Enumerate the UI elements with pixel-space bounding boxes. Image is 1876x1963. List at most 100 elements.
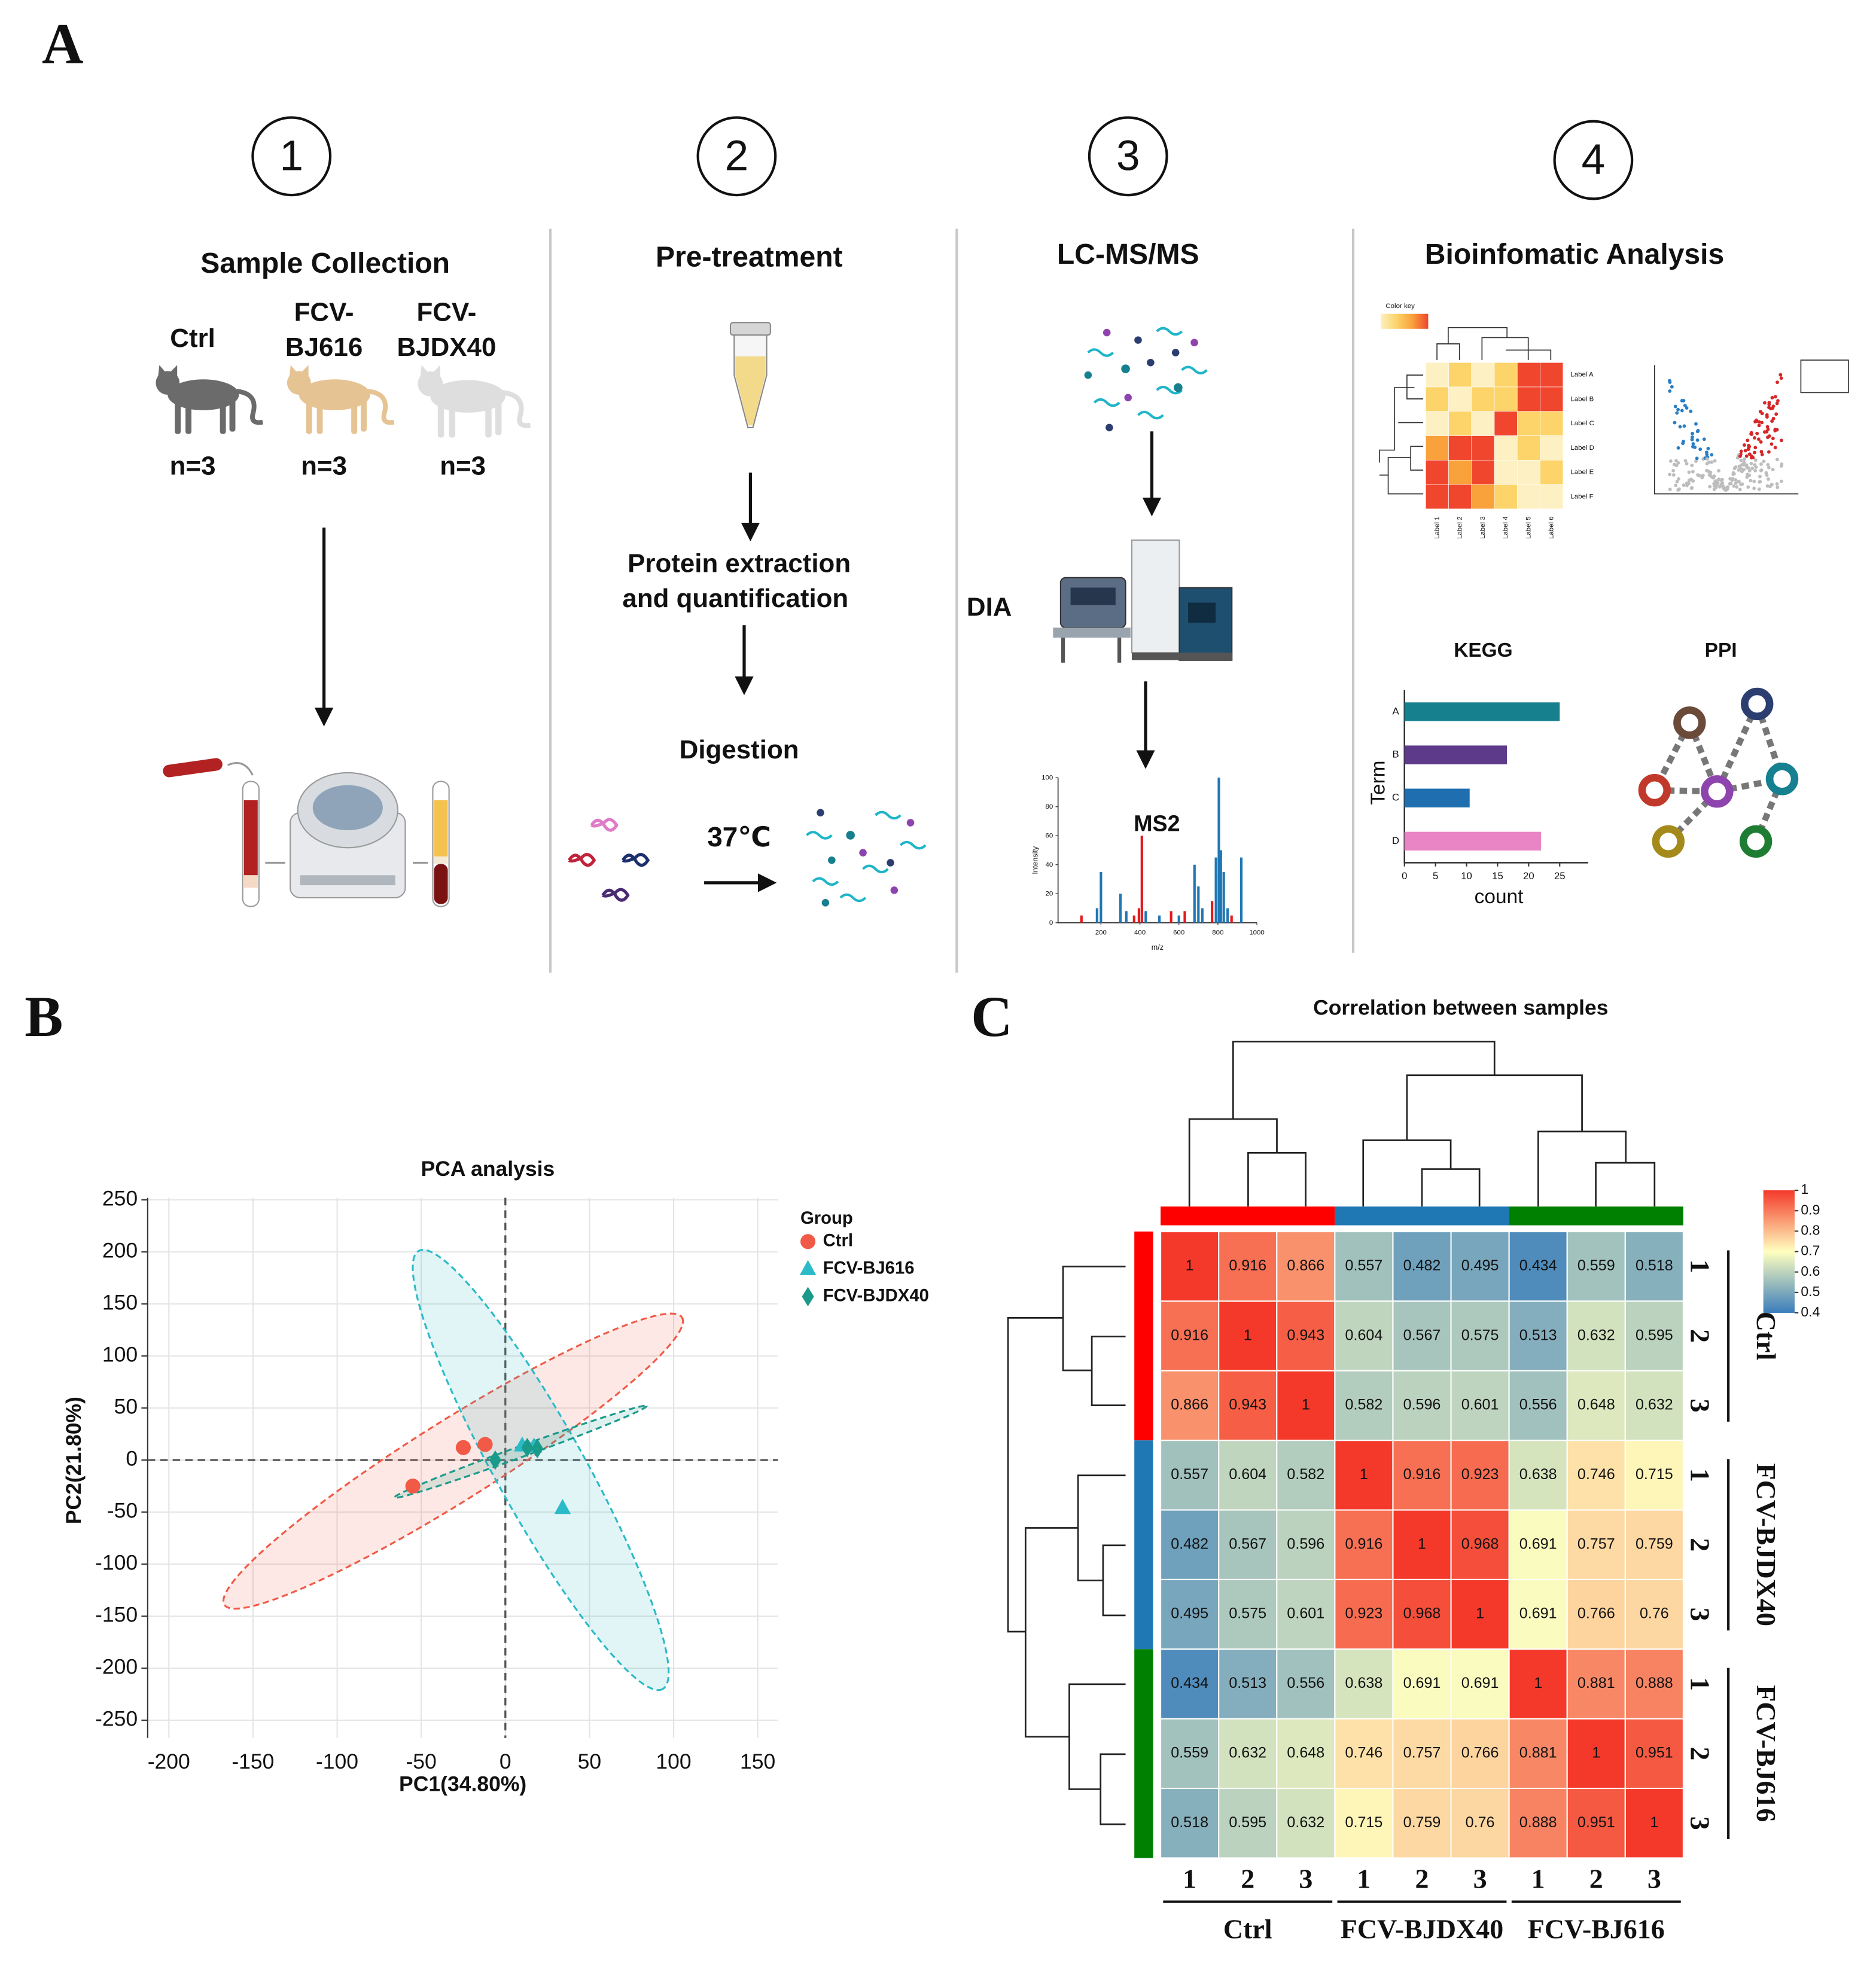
heat-cell: [1218, 1718, 1278, 1790]
heatmap-icon-dendrogram: [1379, 327, 1552, 495]
row-group-bar: [1134, 1649, 1153, 1858]
heat-cell: [1566, 1648, 1626, 1720]
icon-heat-cell: [1494, 459, 1518, 485]
volcano-point: [1714, 479, 1718, 483]
protein-icons: [568, 818, 650, 902]
x-axis-label: PC1(34.80%): [399, 1772, 526, 1796]
icon-heat-cell: [1448, 362, 1472, 388]
panel-label: A: [42, 12, 83, 76]
x-tick-label: 800: [1212, 929, 1223, 937]
cell-label: 0.923: [1461, 1466, 1499, 1483]
heat-cell: [1624, 1787, 1684, 1859]
volcano-point: [1749, 462, 1753, 466]
heat-cell: [1450, 1509, 1510, 1580]
volcano-point: [1712, 487, 1716, 492]
column-label: 1: [1357, 1864, 1371, 1894]
volcano-point: [1758, 480, 1762, 484]
legend-title: Group: [800, 1209, 853, 1228]
icon-heat-cell: [1540, 459, 1564, 485]
cell-label: 0.757: [1403, 1744, 1441, 1761]
heat-cell: [1624, 1370, 1684, 1441]
cell-label: 0.632: [1636, 1397, 1673, 1413]
volcano-point: [1735, 456, 1740, 460]
y-tick-label: A: [1393, 705, 1400, 717]
cell-label: 0.434: [1519, 1257, 1557, 1274]
y-tick-label: 40: [1046, 861, 1053, 868]
icon-heat-cell: [1540, 435, 1564, 461]
heat-cell: [1508, 1440, 1568, 1511]
volcano-point: [1728, 477, 1732, 481]
volcano-point: [1732, 484, 1736, 488]
cell-label: 0.881: [1577, 1675, 1615, 1691]
volcano-point: [1691, 479, 1695, 483]
confidence-ellipse: [412, 1249, 670, 1691]
peptide-icons: [806, 327, 1208, 907]
volcano-point: [1735, 485, 1739, 489]
volcano-point: [1758, 410, 1762, 414]
cell-label: 0.596: [1287, 1535, 1324, 1552]
volcano-point: [1749, 478, 1753, 483]
icon-heat-cell: [1540, 411, 1564, 436]
x-tick-label: -100: [316, 1749, 358, 1773]
sample-count: n=3: [301, 451, 347, 480]
volcano-points: [1667, 373, 1784, 492]
cell-label: 1: [1476, 1605, 1484, 1622]
row-label: 2: [1685, 1538, 1715, 1551]
cell-label: 0.518: [1636, 1257, 1673, 1274]
cell-label: 0.648: [1577, 1397, 1615, 1413]
cell-label: 0.881: [1519, 1744, 1557, 1761]
icon-heat-cell: [1516, 362, 1540, 388]
heat-cell: [1508, 1787, 1568, 1859]
heat-cell: [1276, 1370, 1336, 1441]
color-key: [1381, 313, 1429, 329]
heat-cell: [1160, 1578, 1220, 1650]
heat-cell: [1276, 1440, 1336, 1511]
x-tick-label: 0: [500, 1749, 511, 1773]
volcano-point: [1687, 470, 1691, 474]
cell-label: 0.595: [1229, 1814, 1266, 1831]
bar: [1404, 702, 1560, 721]
volcano-point: [1668, 459, 1673, 463]
volcano-point: [1766, 435, 1770, 440]
volcano-point: [1767, 450, 1771, 454]
y-tick-label: 100: [1041, 774, 1053, 781]
volcano-point: [1690, 464, 1694, 468]
cell-label: 0.601: [1287, 1605, 1324, 1622]
volcano-point: [1749, 431, 1753, 435]
heat-cell: [1276, 1300, 1336, 1371]
column-group-label: FCV-BJ616: [1528, 1913, 1665, 1944]
volcano-point: [1753, 436, 1756, 440]
heat-cell: [1624, 1300, 1684, 1371]
cell-label: 0.76: [1466, 1814, 1495, 1831]
volcano-point: [1685, 462, 1689, 466]
volcano-point: [1744, 454, 1749, 458]
cell-label: 0.632: [1229, 1744, 1266, 1761]
instrument-icon: [1053, 539, 1233, 663]
cell-label: 0.923: [1345, 1605, 1383, 1622]
chart-title: PCA analysis: [421, 1157, 555, 1181]
icon-col-label: Label 6: [1548, 516, 1555, 539]
volcano-point: [1753, 450, 1756, 455]
cell-label: 1: [1650, 1814, 1658, 1831]
volcano-point: [1740, 482, 1744, 486]
heatmap-dendrogram: [1007, 1040, 1656, 1825]
cell-label: 0.76: [1640, 1605, 1669, 1622]
volcano-point: [1707, 470, 1711, 474]
x-tick-label: 20: [1523, 870, 1534, 882]
cell-label: 0.691: [1519, 1605, 1557, 1622]
row-label: 3: [1685, 1399, 1715, 1413]
volcano-point: [1691, 444, 1695, 449]
icon-col-label: Label 3: [1479, 516, 1487, 539]
volcano-point: [1701, 473, 1705, 477]
volcano-point: [1773, 395, 1777, 399]
y-tick-label: 0: [126, 1447, 138, 1471]
cell-label: 0.601: [1461, 1397, 1499, 1413]
volcano-point: [1670, 385, 1674, 389]
y-tick-label: C: [1392, 792, 1399, 803]
heat-cell: [1508, 1648, 1568, 1720]
icon-heat-cell: [1516, 435, 1540, 461]
volcano-point: [1776, 380, 1779, 385]
cell-label: 0.513: [1519, 1327, 1557, 1343]
volcano-point: [1747, 452, 1752, 456]
volcano-point: [1739, 458, 1743, 462]
